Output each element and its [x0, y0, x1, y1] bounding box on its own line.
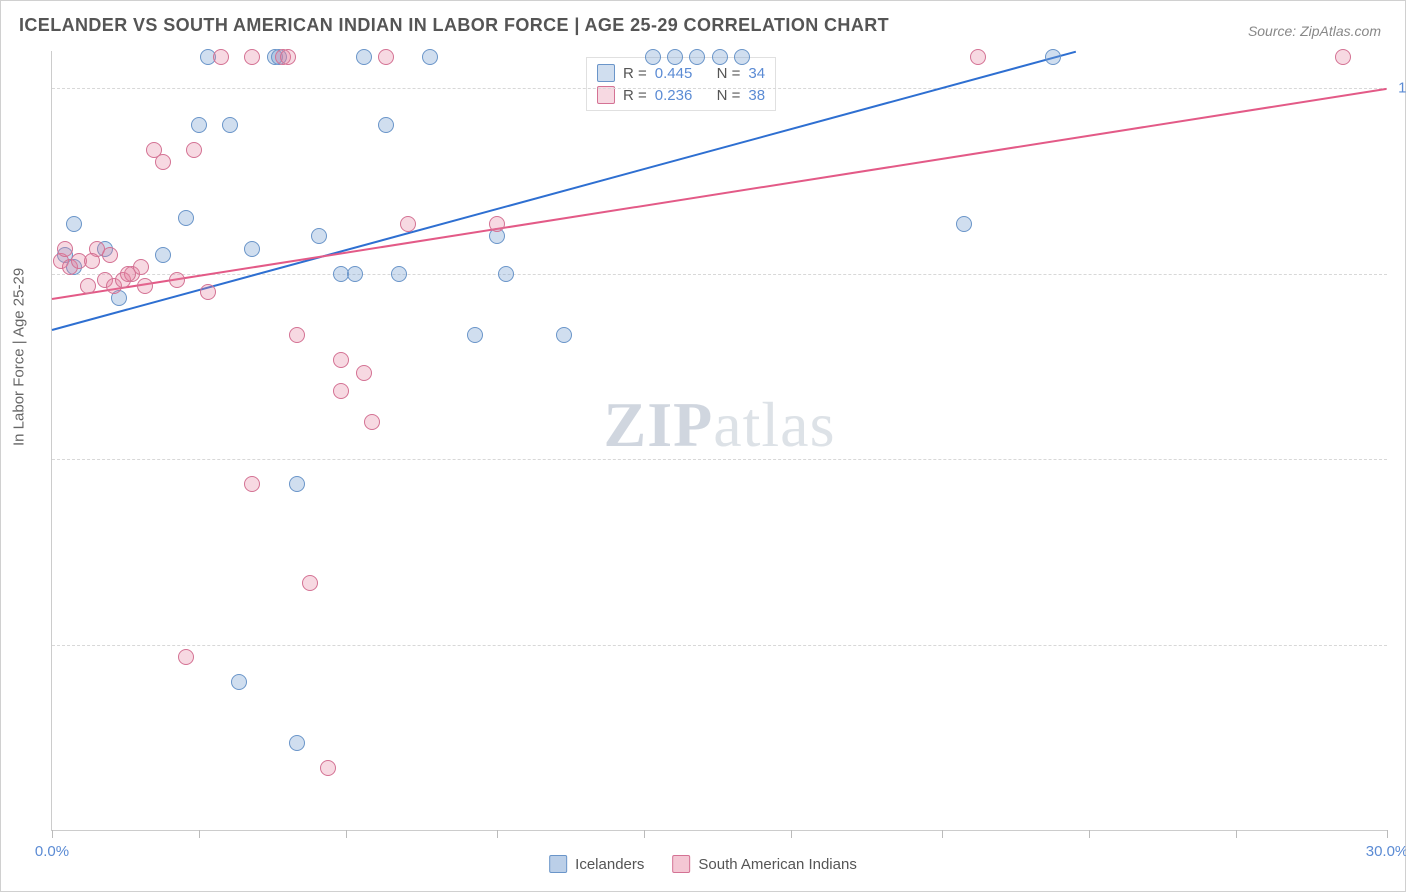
data-point	[231, 674, 247, 690]
y-tick-label: 100.0%	[1398, 80, 1406, 97]
x-tick	[199, 830, 200, 838]
chart-container: ICELANDER VS SOUTH AMERICAN INDIAN IN LA…	[0, 0, 1406, 892]
data-point	[356, 365, 372, 381]
data-point	[1335, 49, 1351, 65]
legend-label: Icelanders	[575, 856, 644, 873]
legend-label: South American Indians	[698, 856, 856, 873]
x-tick-label: 30.0%	[1366, 843, 1406, 860]
data-point	[1045, 49, 1061, 65]
data-point	[178, 649, 194, 665]
data-point	[347, 266, 363, 282]
data-point	[734, 49, 750, 65]
legend-swatch	[549, 855, 567, 873]
data-point	[80, 278, 96, 294]
legend: Icelanders South American Indians	[549, 855, 857, 873]
x-tick	[1236, 830, 1237, 838]
data-point	[712, 49, 728, 65]
legend-item: South American Indians	[672, 855, 856, 873]
data-point	[333, 383, 349, 399]
chart-source: Source: ZipAtlas.com	[1248, 23, 1381, 39]
x-tick	[1387, 830, 1388, 838]
data-point	[970, 49, 986, 65]
x-tick	[644, 830, 645, 838]
data-point	[155, 247, 171, 263]
data-point	[186, 142, 202, 158]
stats-box: R =0.445 N =34R =0.236 N =38	[586, 57, 776, 111]
x-tick	[1089, 830, 1090, 838]
x-tick	[497, 830, 498, 838]
plot-area: ZIPatlas R =0.445 N =34R =0.236 N =38 55…	[51, 51, 1387, 831]
data-point	[213, 49, 229, 65]
data-point	[364, 414, 380, 430]
data-point	[356, 49, 372, 65]
data-point	[178, 210, 194, 226]
data-point	[391, 266, 407, 282]
data-point	[155, 154, 171, 170]
data-point	[289, 327, 305, 343]
data-point	[244, 49, 260, 65]
data-point	[400, 216, 416, 232]
data-point	[137, 278, 153, 294]
chart-title: ICELANDER VS SOUTH AMERICAN INDIAN IN LA…	[19, 15, 889, 36]
trend-line	[52, 88, 1387, 300]
data-point	[667, 49, 683, 65]
data-point	[311, 228, 327, 244]
data-point	[289, 735, 305, 751]
x-tick-label: 0.0%	[35, 843, 69, 860]
data-point	[956, 216, 972, 232]
x-tick	[346, 830, 347, 838]
data-point	[84, 253, 100, 269]
data-point	[222, 117, 238, 133]
data-point	[244, 476, 260, 492]
legend-swatch	[672, 855, 690, 873]
data-point	[489, 216, 505, 232]
data-point	[689, 49, 705, 65]
legend-swatch	[597, 64, 615, 82]
stats-row: R =0.445 N =34	[597, 62, 765, 84]
data-point	[498, 266, 514, 282]
data-point	[645, 49, 661, 65]
data-point	[467, 327, 483, 343]
data-point	[302, 575, 318, 591]
data-point	[378, 117, 394, 133]
y-axis-label: In Labor Force | Age 25-29	[11, 268, 28, 446]
x-tick	[942, 830, 943, 838]
legend-item: Icelanders	[549, 855, 644, 873]
data-point	[422, 49, 438, 65]
data-point	[556, 327, 572, 343]
data-point	[102, 247, 118, 263]
watermark: ZIPatlas	[604, 388, 836, 462]
data-point	[320, 760, 336, 776]
x-tick	[791, 830, 792, 838]
data-point	[280, 49, 296, 65]
r-value: 0.445	[655, 65, 693, 82]
data-point	[66, 216, 82, 232]
gridline	[52, 88, 1387, 89]
data-point	[200, 284, 216, 300]
x-tick	[52, 830, 53, 838]
gridline	[52, 459, 1387, 460]
data-point	[378, 49, 394, 65]
n-value: 34	[748, 65, 765, 82]
data-point	[169, 272, 185, 288]
data-point	[120, 266, 136, 282]
data-point	[333, 352, 349, 368]
gridline	[52, 645, 1387, 646]
data-point	[244, 241, 260, 257]
data-point	[191, 117, 207, 133]
data-point	[57, 241, 73, 257]
data-point	[289, 476, 305, 492]
